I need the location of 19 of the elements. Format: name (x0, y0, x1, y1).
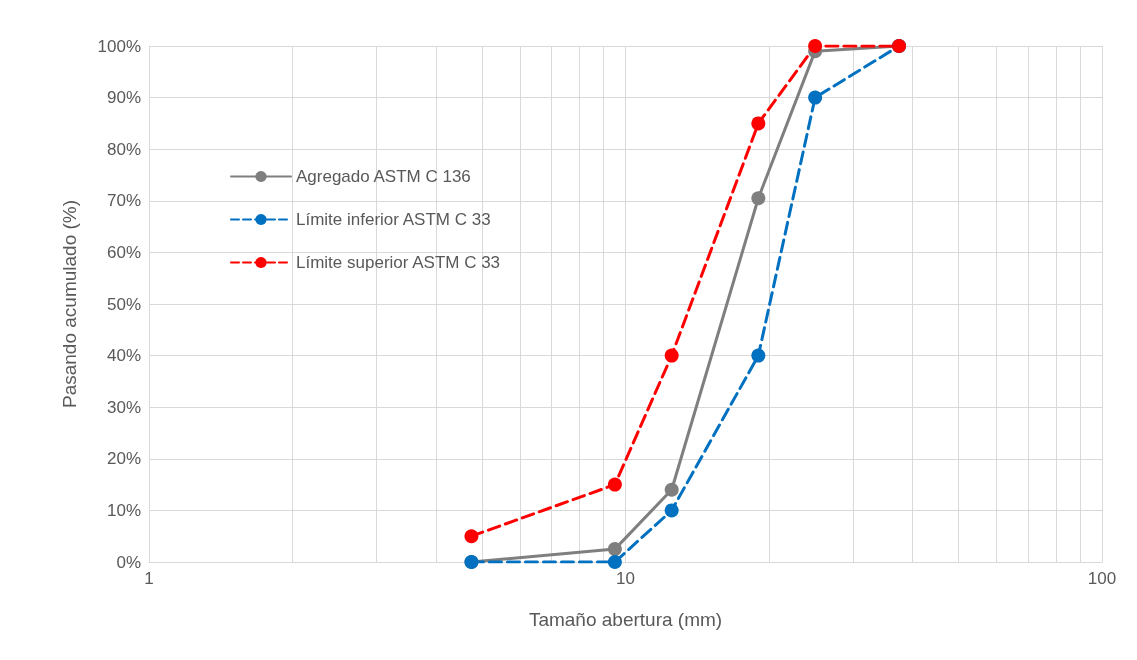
x-tick-label: 10 (616, 569, 635, 588)
legend-label: Agregado ASTM C 136 (296, 167, 471, 186)
y-tick-label: 30% (106, 397, 141, 417)
y-tick-label: 20% (106, 449, 141, 469)
y-tick-label: 80% (106, 139, 141, 159)
y-tick-label: 70% (106, 191, 141, 211)
y-tick-label: 0% (116, 552, 141, 572)
y-tick-label: 90% (106, 88, 141, 108)
y-tick-label: 10% (106, 500, 141, 520)
x-tick-label: 1 (144, 569, 154, 588)
x-axis-title: Tamaño abertura (mm) (528, 609, 723, 630)
legend-label: Límite superior ASTM C 33 (296, 253, 501, 272)
x-tick-label: 100 (1087, 569, 1117, 588)
y-axis-title: Pasando acumulado (%) (59, 199, 80, 409)
legend-label: Límite inferior ASTM C 33 (296, 210, 491, 229)
y-tick-label: 50% (106, 294, 141, 314)
y-tick-label: 40% (106, 346, 141, 366)
y-tick-label: 100% (97, 36, 141, 56)
y-tick-label: 60% (106, 242, 141, 262)
